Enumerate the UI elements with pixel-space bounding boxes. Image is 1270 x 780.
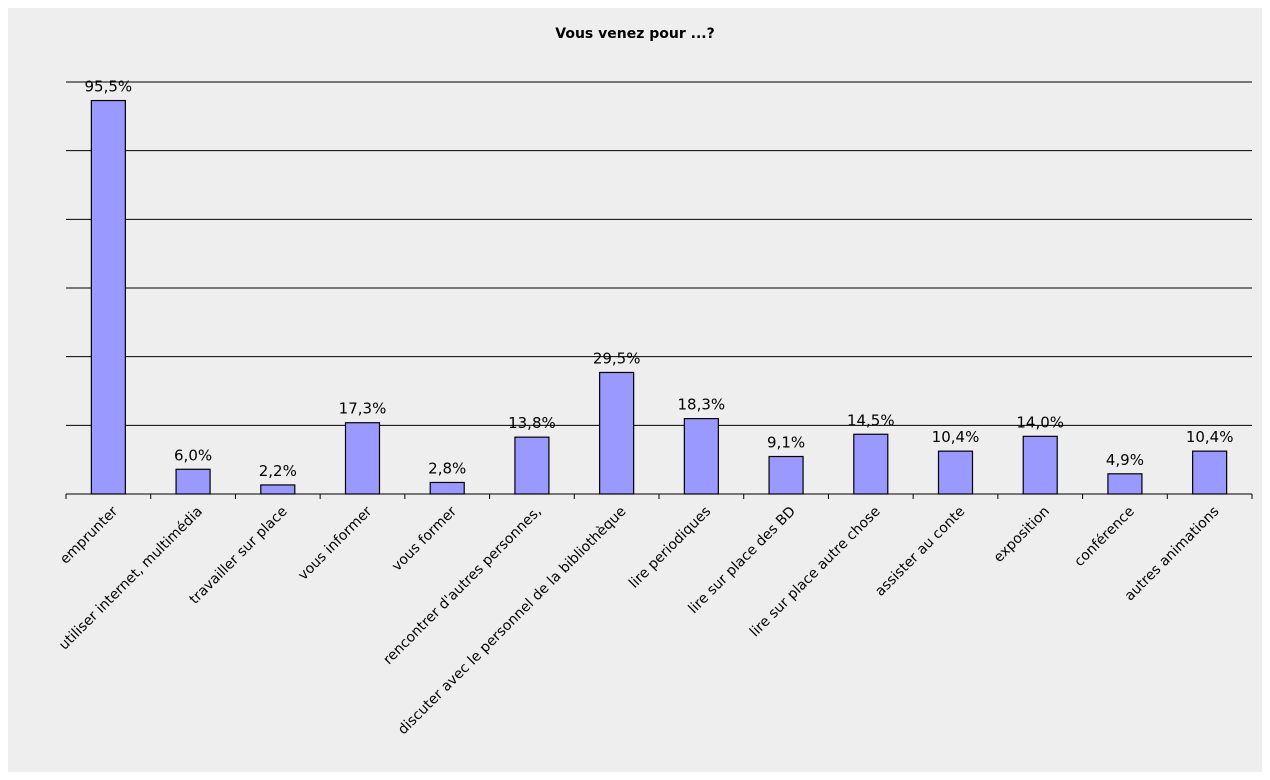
data-label: 14,0%: [1016, 413, 1064, 431]
bar: [599, 371, 635, 495]
bar: [1022, 435, 1058, 495]
category-label: travailler sur place: [187, 504, 291, 608]
data-label: 29,5%: [593, 349, 641, 367]
bar: [853, 433, 889, 495]
data-label: 2,8%: [428, 459, 466, 477]
bar: [260, 484, 296, 495]
bar: [429, 481, 465, 495]
bar: [175, 468, 211, 495]
bar: [683, 418, 719, 495]
data-label: 10,4%: [1186, 428, 1234, 446]
chart-area: [8, 8, 1262, 772]
data-label: 14,5%: [847, 411, 895, 429]
bar: [768, 455, 804, 495]
data-label: 2,2%: [259, 462, 297, 480]
data-label: 17,3%: [339, 400, 387, 418]
chart-title: Vous venez pour ...?: [555, 26, 715, 42]
data-label: 4,9%: [1106, 451, 1144, 469]
data-label: 95,5%: [85, 78, 133, 96]
data-label: 10,4%: [932, 428, 980, 446]
bar: [937, 450, 974, 495]
category-label: conférence: [1071, 504, 1137, 570]
bar: [90, 99, 126, 495]
category-label: rencontrer d'autres personnes,: [380, 504, 544, 668]
category-label: utiliser internet, multimédia: [56, 504, 206, 654]
bar: [514, 436, 550, 495]
category-label: vous informer: [295, 503, 375, 583]
category-label: vous former: [389, 503, 460, 574]
category-label: emprunter: [57, 503, 121, 567]
data-label: 13,8%: [508, 414, 556, 432]
bar: [1192, 450, 1228, 495]
data-label: 18,3%: [678, 396, 726, 414]
category-label: exposition: [991, 504, 1053, 566]
category-label: lire periodiques: [626, 504, 714, 592]
data-label: 6,0%: [174, 446, 212, 464]
data-label: 9,1%: [767, 434, 805, 452]
category-label: assister au conte: [872, 504, 968, 600]
bar: [344, 422, 381, 495]
category-label: autres animations: [1122, 504, 1223, 605]
bar: [1107, 473, 1143, 495]
